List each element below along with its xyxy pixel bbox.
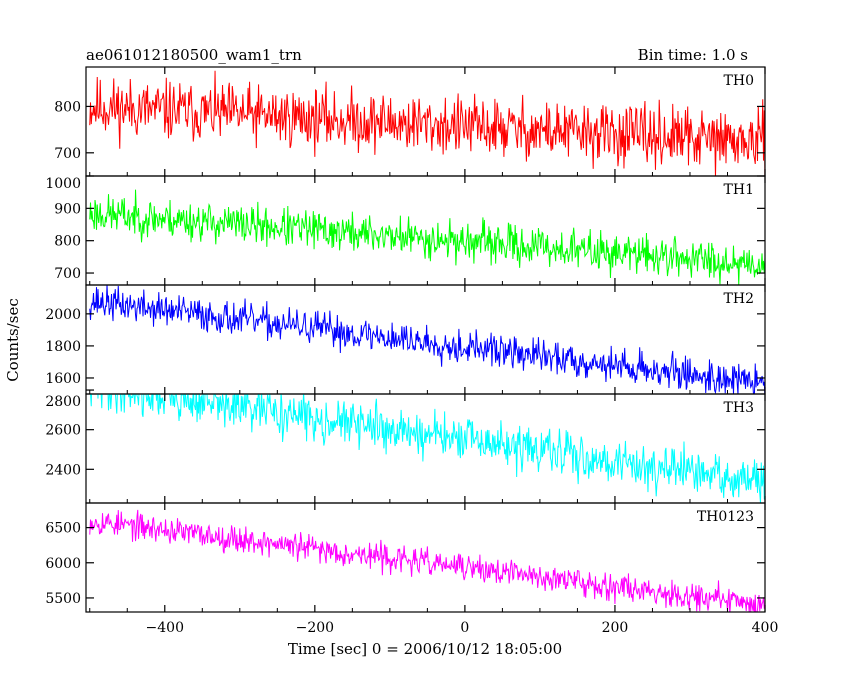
y-tick-label: 800	[54, 99, 81, 115]
legend-label-th0123: TH0123	[697, 509, 754, 525]
chart-title-right: Bin time: 1.0 s	[638, 46, 748, 64]
x-tick-label: 400	[752, 620, 779, 636]
legend-label-th2: TH2	[724, 291, 754, 307]
y-tick-label: 1600	[45, 371, 81, 387]
x-tick-label: −200	[296, 620, 334, 636]
y-tick-label: 6000	[45, 556, 81, 572]
x-axis-label: Time [sec] 0 = 2006/10/12 18:05:00	[288, 640, 562, 658]
y-tick-label: 5500	[45, 591, 81, 607]
panel-th0123: 5500 6000 6500 TH0123	[45, 502, 766, 613]
series-line-th3	[90, 394, 765, 503]
y-tick-label: 6500	[45, 521, 81, 537]
panel-th1: 700 800 900 1000 TH1	[45, 175, 766, 286]
x-tick-label: 0	[460, 620, 469, 636]
x-tick-label: 200	[602, 620, 629, 636]
y-tick-label: 2800	[45, 394, 81, 410]
panel-th2: 1600 1800 2000 TH2	[45, 284, 766, 395]
y-tick-label: 900	[54, 201, 81, 217]
y-tick-label: 1800	[45, 339, 81, 355]
y-tick-label: 2000	[45, 307, 81, 323]
panel-frame	[85, 502, 766, 613]
y-tick-label: 700	[54, 146, 81, 162]
y-tick-label: 1000	[45, 176, 81, 192]
x-tick-label: −400	[146, 620, 184, 636]
series-line-th1	[89, 189, 765, 285]
chart-title-left: ae061012180500_wam1_trn	[86, 46, 302, 64]
series-line-th2	[89, 285, 765, 394]
series-line-th0	[89, 70, 765, 176]
series-line-th0123	[89, 509, 765, 612]
legend-label-th3: TH3	[724, 400, 754, 416]
y-tick-label: 2400	[45, 462, 81, 478]
panels: 700 800 TH0 700 800 900 1000 TH1 1600 1800 2000 TH2…	[45, 66, 766, 613]
panel-frame	[85, 393, 766, 504]
x-axis: −400 −200 0 200 400	[146, 620, 779, 636]
y-tick-label: 2600	[45, 423, 81, 439]
y-axis-label: Counts/sec	[4, 298, 22, 382]
panel-th3: 2400 2600 2800 TH3	[45, 389, 766, 504]
panel-th0: 700 800 TH0	[54, 66, 766, 177]
legend-label-th0: TH0	[724, 73, 754, 89]
legend-label-th1: TH1	[724, 182, 754, 198]
y-tick-label: 800	[54, 234, 81, 250]
y-tick-label: 700	[54, 266, 81, 282]
